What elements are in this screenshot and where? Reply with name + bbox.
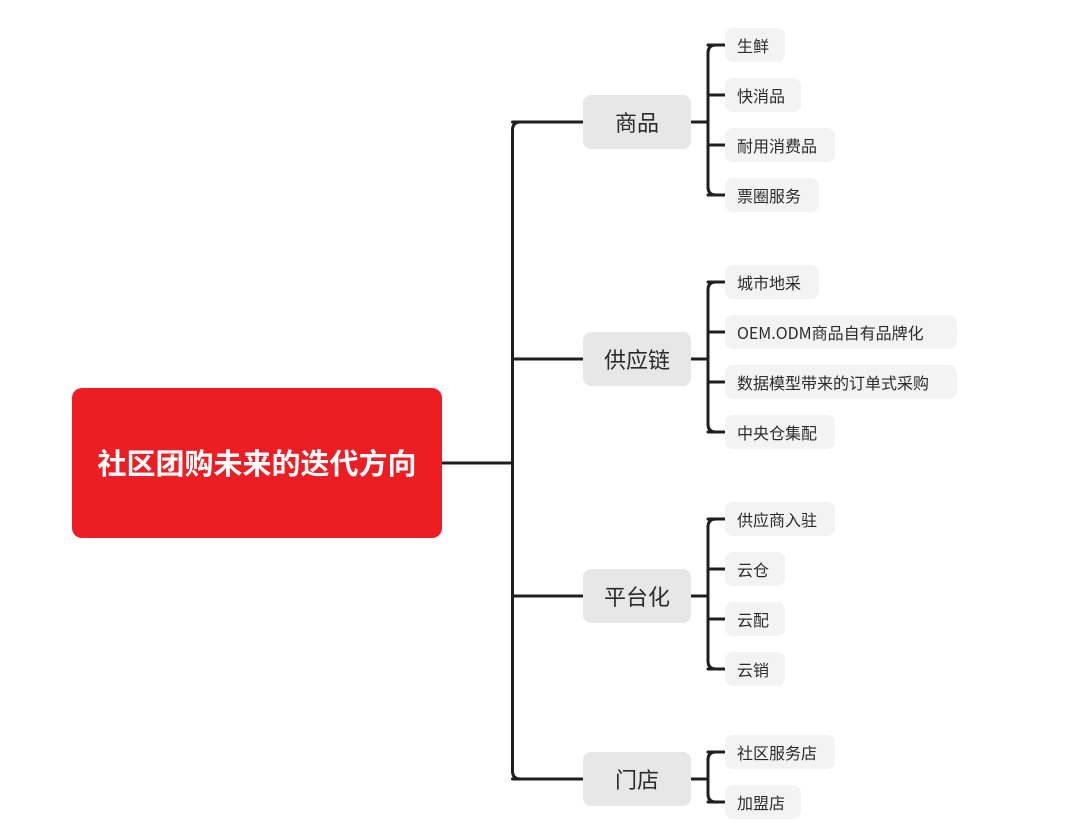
- branch-node-b2: 平台化: [583, 569, 691, 623]
- leaf-node: 票圈服务: [725, 178, 819, 212]
- leaf-label: 社区服务店: [737, 740, 817, 764]
- leaf-node: 社区服务店: [725, 735, 835, 769]
- leaf-label: 数据模型带来的订单式采购: [737, 370, 929, 394]
- leaf-node: 云仓: [725, 552, 785, 586]
- leaf-label: 加盟店: [737, 790, 785, 814]
- leaf-label: 生鲜: [737, 33, 769, 57]
- leaf-label: 中央仓集配: [737, 420, 817, 444]
- leaf-label: 云配: [737, 607, 769, 631]
- branch-node-b3: 门店: [583, 752, 691, 806]
- branch-label: 商品: [615, 106, 659, 138]
- root-label: 社区团购未来的迭代方向: [97, 443, 416, 482]
- leaf-node: 耐用消费品: [725, 128, 835, 162]
- leaf-node: 中央仓集配: [725, 415, 835, 449]
- leaf-node: 云销: [725, 652, 785, 686]
- leaf-node: OEM.ODM商品自有品牌化: [725, 315, 957, 349]
- leaf-node: 数据模型带来的订单式采购: [725, 365, 957, 399]
- branch-node-b0: 商品: [583, 95, 691, 149]
- branch-node-b1: 供应链: [583, 332, 691, 386]
- leaf-label: 票圈服务: [737, 183, 801, 207]
- branch-label: 平台化: [604, 580, 670, 612]
- leaf-label: 快消品: [737, 83, 785, 107]
- leaf-label: 供应商入驻: [737, 507, 817, 531]
- leaf-node: 加盟店: [725, 785, 801, 819]
- leaf-label: OEM.ODM商品自有品牌化: [737, 320, 924, 344]
- leaf-node: 供应商入驻: [725, 502, 835, 536]
- leaf-node: 快消品: [725, 78, 801, 112]
- leaf-node: 生鲜: [725, 28, 785, 62]
- leaf-label: 耐用消费品: [737, 133, 817, 157]
- leaf-label: 云仓: [737, 557, 769, 581]
- leaf-node: 城市地采: [725, 265, 819, 299]
- leaf-label: 城市地采: [737, 270, 801, 294]
- leaf-label: 云销: [737, 657, 769, 681]
- branch-label: 门店: [615, 763, 659, 795]
- leaf-node: 云配: [725, 602, 785, 636]
- root-node: 社区团购未来的迭代方向: [72, 388, 442, 538]
- branch-label: 供应链: [604, 343, 670, 375]
